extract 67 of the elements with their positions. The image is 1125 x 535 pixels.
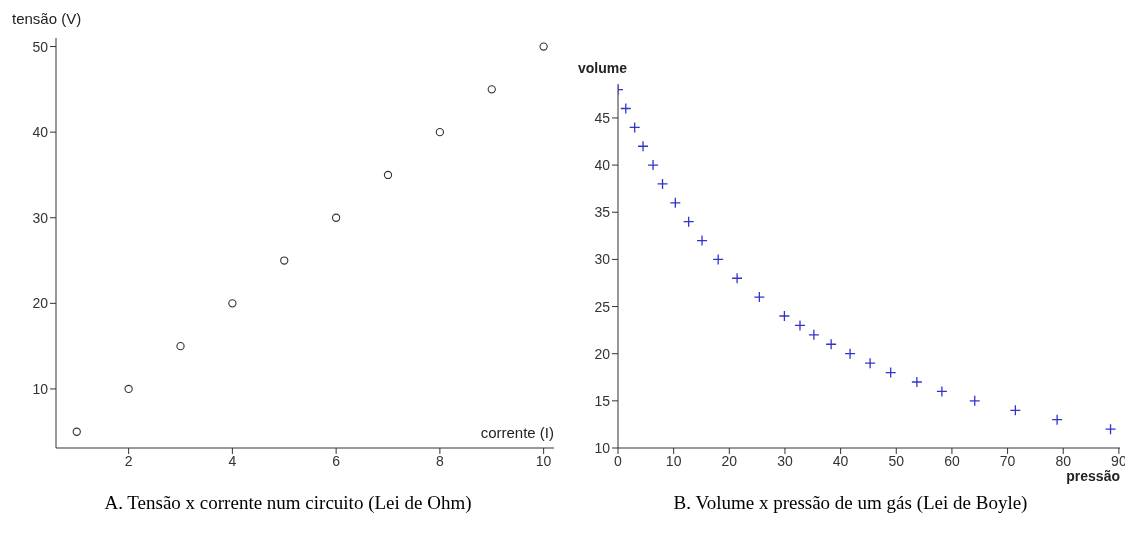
point: [647, 159, 659, 171]
y-tick-label: 10: [32, 380, 49, 397]
y-axis-title: tensão (V): [12, 10, 82, 27]
point: [712, 253, 724, 266]
x-tick-label: 8: [435, 452, 444, 469]
point: [280, 256, 289, 265]
x-tick-label: 4: [228, 452, 237, 469]
y-tick-label: 20: [32, 295, 49, 312]
x-tick-label: 6: [332, 452, 341, 469]
point: [794, 319, 806, 332]
y-tick-label: 30: [32, 209, 49, 226]
y-tick-label: 20: [594, 345, 611, 362]
y-tick-label: 30: [594, 251, 611, 268]
text: B. Volume x pressão de um gás (Lei de Boyle): [672, 492, 1029, 514]
y-tick-label: 15: [594, 392, 611, 409]
point: [228, 299, 237, 308]
point: [656, 178, 669, 190]
point: [1104, 423, 1117, 435]
point: [969, 395, 981, 407]
point: [753, 291, 766, 303]
point: [620, 102, 632, 115]
x-tick-label: 70: [999, 452, 1016, 469]
point: [435, 128, 445, 137]
x-tick-label: 80: [1055, 452, 1072, 469]
y-tick-label: 40: [32, 124, 49, 141]
x-tick-label: 10: [665, 452, 682, 469]
point: [936, 385, 948, 398]
x-tick-label: 20: [721, 452, 738, 469]
x-tick-label: 10: [535, 452, 552, 469]
point: [844, 348, 856, 360]
point: [1051, 414, 1063, 426]
point: [176, 341, 185, 351]
y-tick-label: 40: [594, 157, 611, 174]
point: [331, 213, 341, 222]
point: [778, 310, 791, 322]
y-tick-label: 35: [594, 204, 611, 221]
x-tick-label: 0: [614, 452, 623, 469]
point: [683, 216, 695, 228]
point: [539, 42, 548, 51]
y-tick-label: 50: [32, 38, 49, 55]
point: [911, 376, 923, 388]
x-axis-title: pressão: [1066, 468, 1120, 484]
point: [383, 170, 393, 180]
x-tick-label: 40: [832, 452, 849, 469]
y-tick-label: 10: [594, 439, 611, 456]
y-tick-label: 45: [594, 109, 611, 126]
point: [487, 85, 496, 94]
point: [808, 329, 820, 341]
point: [637, 140, 649, 152]
point: [885, 366, 897, 379]
x-tick-label: 30: [777, 452, 793, 469]
point: [669, 197, 681, 209]
y-axis-title: volume: [578, 60, 628, 76]
x-axis-title: corrente (I): [480, 424, 554, 441]
point: [696, 234, 708, 247]
point: [864, 357, 876, 369]
x-tick-label: 60: [944, 452, 960, 469]
x-tick-label: 50: [888, 452, 905, 469]
y-tick-label: 25: [594, 298, 611, 315]
point: [1009, 404, 1022, 416]
point: [731, 272, 743, 284]
point: [124, 384, 133, 394]
point: [629, 121, 641, 134]
x-tick-label: 2: [124, 452, 133, 469]
point: [72, 427, 81, 436]
text: A. Tensão x corrente num circuito (Lei de Ohm): [103, 492, 473, 514]
point: [825, 338, 837, 350]
